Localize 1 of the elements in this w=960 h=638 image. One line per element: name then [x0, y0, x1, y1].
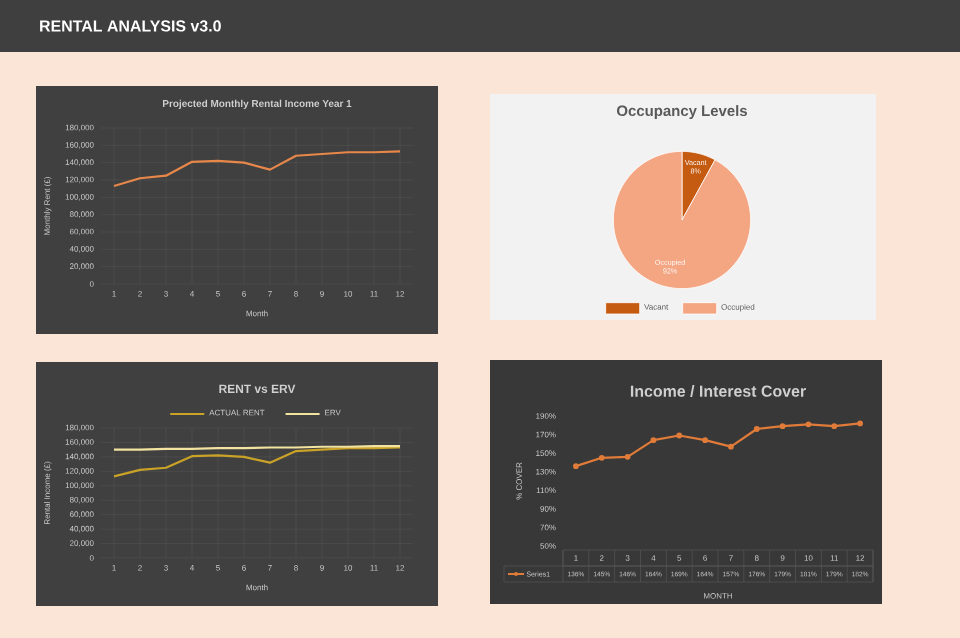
line-series — [112, 150, 402, 188]
